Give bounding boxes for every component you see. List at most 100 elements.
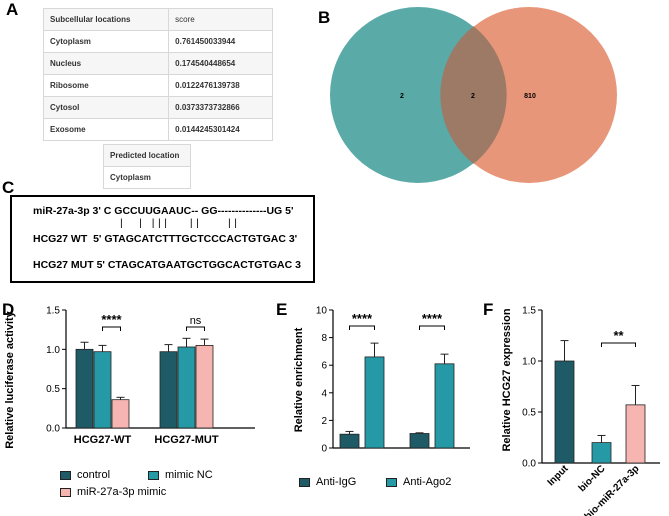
- chart-d-plot: 0.0 0.5 1.0 1.5 HCG27-WT HCG27-MUT **** ns: [46, 306, 255, 446]
- significance-bracket: [349, 325, 375, 330]
- bar: [339, 433, 360, 449]
- y-tick-label: 0: [321, 444, 327, 455]
- significance-bracket: [601, 342, 636, 347]
- legend-label: mimic NC: [165, 469, 213, 481]
- table-cell: Cytosol: [42, 96, 170, 119]
- legend-label: Anti-Ago2: [403, 476, 452, 488]
- y-tick-label: 0.0: [522, 459, 536, 470]
- significance-label: ****: [352, 311, 373, 326]
- legend-swatch: [299, 477, 310, 487]
- legend-label: control: [77, 469, 111, 481]
- legend-label: Anti-IgG: [316, 476, 357, 488]
- y-tick-label: 4: [321, 388, 327, 399]
- x-tick-label: bio-NC: [577, 463, 608, 494]
- table-header-row: Predicted location: [103, 144, 191, 167]
- panel-label-f: F: [483, 300, 494, 319]
- bar: [111, 399, 130, 429]
- table-cell: Cytoplasm: [42, 30, 170, 53]
- legend-item-anti-ago2: Anti-Ago2: [386, 476, 451, 488]
- chart-e-ylabel: Relative enrichment: [293, 327, 305, 432]
- venn-diagram: DIANA LncBook 2 2 810: [330, 7, 617, 183]
- table-cell: Ribosome: [42, 74, 170, 97]
- bar: [93, 351, 112, 429]
- y-tick-label: 8: [321, 333, 327, 344]
- bar: [591, 442, 612, 464]
- chart-d-ylabel: Relative luciferase activity: [4, 310, 16, 448]
- panel-label-b: B: [318, 8, 331, 27]
- legend-label: miR-27a-3p mimic: [77, 486, 167, 498]
- chart-f-ylabel: Relative HCG27 expression: [501, 308, 513, 451]
- legend-item-mir-mimic: miR-27a-3p mimic: [60, 486, 166, 498]
- venn-label-diana: DIANA: [406, 7, 431, 16]
- table-cell: Exosome: [42, 118, 170, 141]
- venn-overlap: [440, 26, 507, 164]
- y-tick-label: 1.0: [522, 357, 536, 368]
- legend-swatch: [386, 477, 397, 487]
- bar: [409, 433, 430, 449]
- bar: [159, 351, 178, 429]
- y-tick-label: 10: [316, 306, 328, 317]
- table-cell: 0.0122476139738: [168, 74, 273, 97]
- table-cell: Nucleus: [42, 52, 170, 75]
- bar: [364, 356, 385, 449]
- y-tick-label: 1.5: [46, 306, 60, 317]
- bar: [177, 346, 196, 429]
- legend-swatch: [60, 487, 71, 497]
- table-row: Cytoplasm: [103, 166, 191, 189]
- table-cell: 0.0373373732866: [168, 96, 273, 119]
- bar: [434, 363, 455, 449]
- x-tick-label: HCG27: [344, 454, 381, 455]
- table-header-row: Subcellular locations score: [42, 8, 273, 31]
- y-tick-label: 0.5: [46, 384, 60, 395]
- legend-item-control: control: [60, 469, 110, 481]
- table-row: Cytosol 0.0373373732866: [42, 96, 273, 119]
- bar: [195, 345, 214, 429]
- table-header-cell: score: [168, 8, 273, 31]
- panel-label-c: C: [2, 178, 15, 197]
- table-row: Exosome 0.0144245301424: [42, 118, 273, 141]
- chart-f: Relative HCG27 expression 0.0 0.5 1.0 1.5 In…: [501, 306, 660, 516]
- legend-item-anti-igg: Anti-IgG: [299, 476, 356, 488]
- x-tick-label: HCG27-MUT: [154, 434, 218, 446]
- panel-label-e: E: [276, 300, 288, 319]
- sequence-alignment-box: miR-27a-3p 3' C GCCUUGAAUC-- GG---------…: [10, 195, 315, 283]
- table-row: Cytoplasm 0.761450033944: [42, 30, 273, 53]
- legend-item-mimic-nc: mimic NC: [148, 469, 213, 481]
- chart-d: Relative luciferase activity 0.0 0.5 1.0 1.…: [4, 306, 255, 449]
- chart-e-plot: 0 2 4 6 8 10 HCG27 miR-27a-3p **** ****: [316, 306, 470, 455]
- bar: [625, 404, 646, 464]
- hcg27-mut-sequence: HCG27 MUT 5' CTAGCATGAATGCTGGCACTGTGAC 3: [33, 259, 301, 271]
- venn-label-lncbook: LncBook: [513, 7, 545, 16]
- y-tick-label: 1.0: [46, 345, 60, 356]
- chart-e: Relative enrichment 0 2 4 6 8 10 HCG27 miR-27a-…: [293, 306, 470, 455]
- significance-label: **: [613, 328, 624, 343]
- venn-count-overlap: 2: [471, 93, 475, 100]
- bar: [554, 360, 575, 464]
- table-cell: 0.761450033944: [168, 30, 273, 53]
- significance-bracket: [419, 325, 445, 330]
- significance-bracket: [186, 326, 205, 331]
- significance-bracket: [102, 326, 121, 331]
- x-tick-label: HCG27-WT: [74, 434, 132, 446]
- table-cell: 0.0144245301424: [168, 118, 273, 141]
- legend-swatch: [60, 470, 71, 480]
- y-tick-label: 0.0: [46, 424, 60, 435]
- y-tick-label: 2: [321, 416, 327, 427]
- table-row: Ribosome 0.0122476139738: [42, 74, 273, 97]
- y-tick-label: 0.5: [522, 408, 536, 419]
- hcg27-wt-sequence: HCG27 WT 5' GTAGCATCTTTGCTCCCACTGTGAC 3': [33, 233, 298, 245]
- x-tick-label: Input: [546, 463, 572, 489]
- x-tick-label: miR-27a-3p: [402, 454, 462, 455]
- bar: [75, 348, 94, 429]
- subcellular-location-table: Subcellular locations score Cytoplasm 0.…: [42, 8, 273, 141]
- pairing-ticks: | | | | | | | | |: [120, 217, 238, 229]
- legend-swatch: [148, 470, 159, 480]
- table-header-cell: Predicted location: [103, 144, 191, 167]
- venn-count-left: 2: [400, 93, 404, 100]
- significance-label: ****: [101, 312, 122, 327]
- table-header-cell: Subcellular locations: [42, 8, 170, 31]
- significance-label: ****: [422, 311, 443, 326]
- venn-count-right: 810: [524, 93, 536, 100]
- table-cell: Cytoplasm: [103, 166, 191, 189]
